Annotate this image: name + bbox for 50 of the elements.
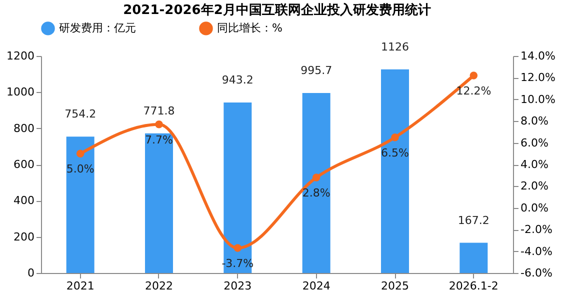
point <box>470 72 478 80</box>
y-tick-label: 0 <box>28 266 34 280</box>
data-label: 771.8 <box>143 104 175 118</box>
data-label: 12.2% <box>456 84 492 98</box>
data-label: 5.0% <box>66 162 94 176</box>
y2-tick-label: 8.0% <box>520 114 548 128</box>
y-tick-label: 400 <box>14 194 34 208</box>
y2-tick-label: 14.0% <box>520 50 556 62</box>
data-label: 167.2 <box>458 214 490 227</box>
point <box>155 120 163 128</box>
data-label: 6.5% <box>381 146 409 160</box>
y2-tick-label: 10.0% <box>520 92 556 106</box>
x-tick-label: 2025 <box>381 280 409 292</box>
bar <box>224 102 252 273</box>
bar <box>145 133 173 273</box>
y-tick-label: 1200 <box>6 50 34 62</box>
data-label: 943.2 <box>222 73 254 86</box>
point <box>76 150 84 158</box>
chart-title: 2021-2026年2月中国互联网企业投入研发费用统计 <box>123 2 431 18</box>
y-tick-label: 1000 <box>6 86 34 99</box>
y2-tick-label: -6.0% <box>520 266 552 280</box>
bar <box>460 242 488 273</box>
data-label: 1126 <box>381 40 409 54</box>
x-tick-label: 2023 <box>224 280 252 292</box>
bar <box>381 69 409 273</box>
x-tick-label: 2026.1-2 <box>448 280 498 292</box>
y2-tick-label: -2.0% <box>520 223 552 236</box>
y-tick-label: 800 <box>14 122 34 135</box>
legend-label: 研发费用：亿元 <box>59 21 136 34</box>
bar <box>66 136 94 273</box>
y2-tick-label: 0.0% <box>520 201 548 214</box>
legend-label: 同比增长：% <box>217 21 282 34</box>
point <box>312 174 320 182</box>
point <box>391 134 399 142</box>
y2-tick-label: 6.0% <box>520 136 548 150</box>
x-tick-label: 2022 <box>145 280 173 292</box>
y2-tick-label: -4.0% <box>520 244 552 258</box>
bar <box>302 92 330 273</box>
data-label: 754.2 <box>64 108 96 121</box>
x-tick-label: 2024 <box>302 280 330 292</box>
data-label: 7.7% <box>145 133 173 146</box>
y2-tick-label: 2.0% <box>520 180 548 193</box>
point <box>234 244 242 252</box>
y2-tick-label: 4.0% <box>520 158 548 171</box>
data-label: 2.8% <box>302 186 330 200</box>
y-tick-label: 200 <box>14 230 34 244</box>
y-tick-label: 600 <box>14 158 34 171</box>
data-label: 995.7 <box>300 64 332 77</box>
x-tick-label: 2021 <box>66 280 94 292</box>
y2-tick-label: 12.0% <box>520 71 556 84</box>
